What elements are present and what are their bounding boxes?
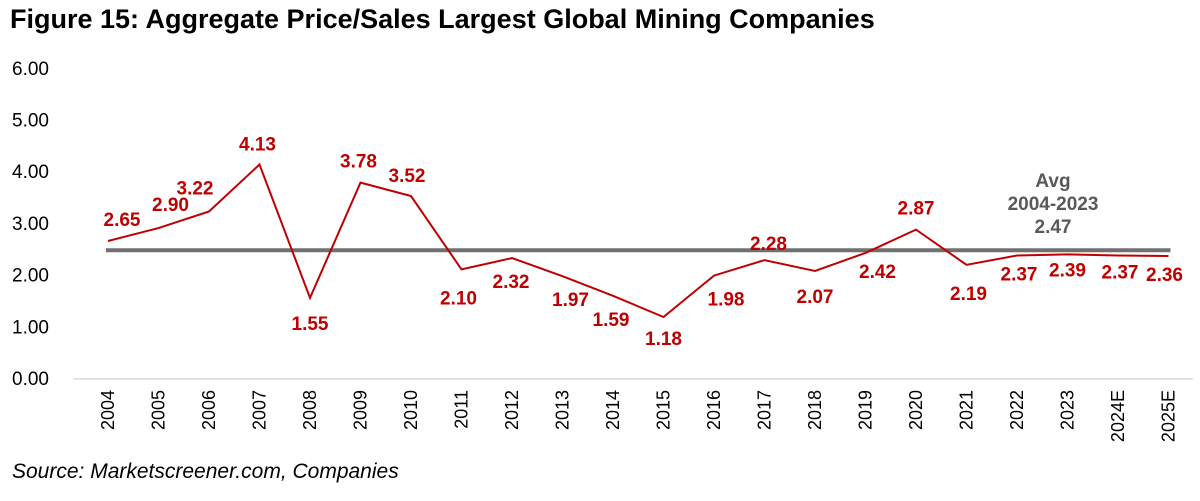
- data-point: [611, 293, 616, 298]
- data-label: 2.65: [104, 210, 141, 231]
- data-point: [106, 238, 111, 243]
- x-tick-label: 2005: [149, 390, 169, 430]
- data-label: 2.39: [1049, 260, 1086, 281]
- x-tick-label: 2008: [300, 390, 320, 430]
- data-point: [914, 227, 919, 232]
- data-point: [308, 295, 313, 300]
- x-tick-label: 2004: [98, 390, 118, 430]
- y-tick-label: 1.00: [12, 317, 49, 338]
- chart-title: Figure 15: Aggregate Price/Sales Largest…: [10, 4, 875, 34]
- average-annotation-line: 2004-2023: [1008, 194, 1099, 215]
- data-point: [1116, 253, 1121, 258]
- x-tick-label: 2011: [452, 390, 472, 429]
- data-point: [863, 250, 868, 255]
- data-point: [257, 162, 262, 167]
- x-tick-label: 2017: [755, 390, 775, 430]
- y-tick-label: 2.00: [12, 266, 49, 287]
- data-label: 2.37: [1001, 264, 1038, 285]
- y-tick-label: 4.00: [12, 162, 49, 183]
- data-label: 4.13: [239, 134, 276, 155]
- x-tick-label: 2007: [250, 390, 270, 430]
- series-line: [107, 162, 1169, 319]
- data-point: [1015, 253, 1020, 258]
- data-label: 3.22: [177, 179, 214, 200]
- data-label: 2.32: [493, 272, 530, 293]
- source-note: Source: Marketscreener.com, Companies: [12, 460, 399, 483]
- x-tick-label: 2024E: [1108, 390, 1128, 442]
- average-annotation-line: 2.47: [1035, 217, 1072, 238]
- data-label: 3.52: [389, 166, 426, 187]
- data-label: 3.78: [340, 152, 377, 173]
- data-point: [409, 194, 414, 199]
- average-annotation-line: Avg: [1035, 171, 1070, 192]
- data-label: 2.37: [1102, 262, 1139, 283]
- data-point: [156, 226, 161, 231]
- x-tick-label: 2016: [704, 390, 724, 430]
- data-point: [661, 314, 666, 319]
- x-tick-label: 2015: [654, 390, 674, 430]
- data-label: 2.90: [152, 195, 189, 216]
- y-tick-label: 5.00: [12, 111, 49, 132]
- data-label: 2.10: [440, 288, 477, 309]
- x-tick-label: 2012: [502, 390, 522, 430]
- x-tick-label: 2006: [199, 390, 219, 430]
- x-tick-label: 2020: [906, 390, 926, 430]
- data-label: 2.87: [898, 199, 935, 220]
- data-point: [358, 180, 363, 185]
- x-tick-label: 2010: [401, 390, 421, 430]
- x-tick-label: 2025E: [1159, 390, 1179, 442]
- y-tick-label: 3.00: [12, 214, 49, 235]
- x-tick-label: 2022: [1007, 390, 1027, 430]
- data-label: 2.42: [859, 262, 896, 283]
- data-point: [510, 256, 515, 261]
- x-axis: 2004 2005 2006 2007 2008 2009 2010 2011 2012 2013…: [98, 390, 1179, 442]
- data-point: [207, 209, 212, 214]
- data-point: [1065, 252, 1070, 257]
- data-label: 2.36: [1146, 265, 1183, 286]
- y-tick-label: 0.00: [12, 369, 49, 390]
- x-tick-label: 2021: [957, 390, 977, 430]
- x-tick-label: 2023: [1058, 390, 1078, 430]
- data-labels: 2.65 2.903.22 4.13 1.55 3.78 3.52 2.10 2.32 1.97…: [104, 134, 1183, 350]
- x-tick-label: 2018: [805, 390, 825, 430]
- data-label: 2.28: [750, 234, 787, 255]
- y-axis: 0.00 1.00 2.00 3.00 4.00 5.00 6.00: [12, 59, 49, 390]
- x-tick-label: 2019: [856, 390, 876, 430]
- data-point: [813, 268, 818, 273]
- data-label: 2.07: [797, 287, 834, 308]
- data-point: [762, 258, 767, 263]
- data-label: 1.97: [552, 290, 589, 311]
- data-point: [459, 267, 464, 272]
- data-point: [560, 274, 565, 279]
- y-tick-label: 6.00: [12, 59, 49, 80]
- data-label: 1.18: [645, 329, 682, 350]
- data-label: 1.59: [593, 310, 630, 331]
- data-label: 2.19: [950, 284, 987, 305]
- x-tick-label: 2013: [553, 390, 573, 430]
- data-point: [964, 262, 969, 267]
- x-tick-label: 2014: [603, 390, 623, 430]
- data-label: 1.55: [292, 314, 329, 335]
- data-point: [1166, 253, 1171, 258]
- data-point: [712, 273, 717, 278]
- x-tick-label: 2009: [351, 390, 371, 430]
- data-label: 1.98: [708, 290, 745, 311]
